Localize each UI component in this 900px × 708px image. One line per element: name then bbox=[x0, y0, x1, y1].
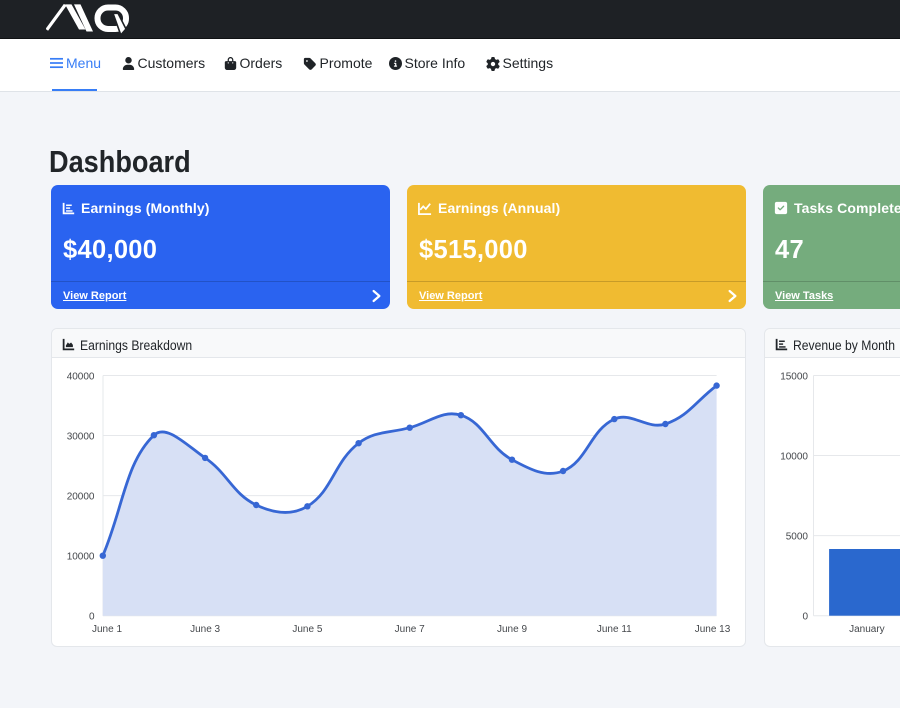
svg-text:0: 0 bbox=[802, 612, 808, 623]
svg-text:June 13: June 13 bbox=[695, 624, 731, 635]
svg-text:10000: 10000 bbox=[780, 451, 808, 462]
svg-text:June 5: June 5 bbox=[292, 624, 322, 635]
svg-text:5000: 5000 bbox=[785, 531, 808, 542]
svg-text:June 1: June 1 bbox=[92, 624, 122, 635]
svg-text:0: 0 bbox=[89, 612, 95, 623]
svg-text:June 11: June 11 bbox=[597, 624, 632, 635]
svg-text:15000: 15000 bbox=[780, 371, 808, 382]
svg-text:10000: 10000 bbox=[67, 552, 95, 563]
svg-text:June 9: June 9 bbox=[497, 624, 527, 635]
svg-text:June 3: June 3 bbox=[190, 624, 220, 635]
svg-text:30000: 30000 bbox=[67, 431, 95, 442]
svg-text:June 7: June 7 bbox=[395, 624, 425, 635]
svg-text:January: January bbox=[849, 624, 885, 635]
svg-text:20000: 20000 bbox=[67, 491, 95, 502]
svg-text:40000: 40000 bbox=[67, 371, 95, 382]
